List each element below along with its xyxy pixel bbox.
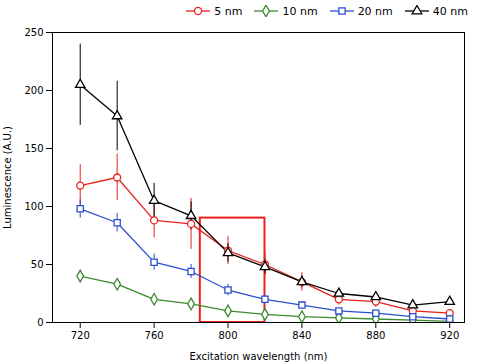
svg-text:200: 200	[24, 85, 43, 96]
svg-text:100: 100	[24, 201, 43, 212]
svg-text:800: 800	[218, 330, 237, 341]
svg-text:Excitation wavelength (nm): Excitation wavelength (nm)	[189, 351, 327, 362]
html-text:5 nm: 5 nm	[214, 4, 243, 18]
svg-text:150: 150	[24, 143, 43, 154]
svg-text:760: 760	[145, 330, 164, 341]
svg-text:0: 0	[37, 317, 43, 328]
html-text:20 nm: 20 nm	[357, 4, 393, 18]
svg-text:920: 920	[440, 330, 459, 341]
svg-text:250: 250	[24, 27, 43, 38]
html-text:40 nm: 40 nm	[432, 4, 468, 18]
svg-text:840: 840	[292, 330, 311, 341]
svg-text:50: 50	[31, 259, 44, 270]
html-text:10 nm: 10 nm	[282, 4, 318, 18]
svg-text:Luminescence (A.U.): Luminescence (A.U.)	[2, 126, 13, 229]
svg-text:720: 720	[71, 330, 90, 341]
svg-text:880: 880	[366, 330, 385, 341]
